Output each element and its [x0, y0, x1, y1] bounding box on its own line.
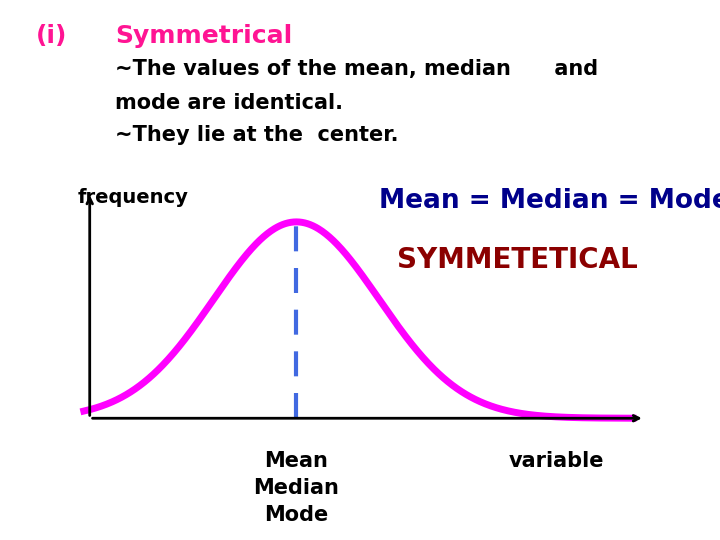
Text: Mode: Mode	[264, 505, 328, 525]
Text: Mean = Median = Mode: Mean = Median = Mode	[379, 187, 720, 213]
Text: Symmetrical: Symmetrical	[115, 24, 292, 48]
Text: frequency: frequency	[78, 187, 189, 206]
Text: ~They lie at the  center.: ~They lie at the center.	[115, 125, 399, 145]
Text: variable: variable	[508, 451, 604, 471]
Text: SYMMETETICAL: SYMMETETICAL	[397, 246, 637, 274]
Text: Median: Median	[253, 478, 339, 498]
Text: Mean: Mean	[264, 451, 328, 471]
Text: mode are identical.: mode are identical.	[115, 93, 343, 113]
Text: (i): (i)	[36, 24, 68, 48]
Text: ~The values of the mean, median      and: ~The values of the mean, median and	[115, 59, 598, 79]
